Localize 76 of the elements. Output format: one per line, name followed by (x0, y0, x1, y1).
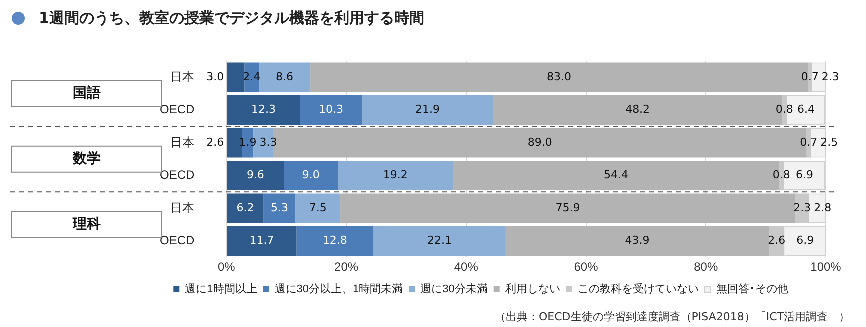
data-label: 11.7 (250, 234, 274, 248)
y-tick-label: 日本 (170, 70, 195, 84)
data-label: 12.3 (252, 103, 276, 116)
bar (296, 226, 374, 256)
data-label: 2.8 (814, 201, 832, 214)
data-label: 6.9 (796, 168, 814, 182)
legend-label: この教科を受けていない (578, 282, 699, 296)
bar (340, 194, 796, 224)
data-label: 2.3 (794, 201, 812, 214)
legend-label: 利用しない (505, 282, 560, 296)
data-label: 43.9 (625, 234, 650, 248)
data-label: 0.8 (776, 103, 794, 116)
legend-label: 週に1時間以上 (185, 282, 258, 296)
data-label: 0.8 (772, 168, 790, 182)
bar (506, 226, 770, 256)
data-label: 10.3 (319, 103, 344, 116)
data-label: 54.4 (604, 168, 628, 182)
data-label: 2.6 (206, 136, 224, 149)
data-label: 2.4 (243, 70, 261, 84)
text: 国語 (73, 84, 101, 102)
y-tick-label: OECD (160, 234, 195, 248)
data-label: 3.0 (206, 70, 224, 84)
data-label: 2.5 (820, 136, 838, 149)
data-label: 6.4 (797, 103, 815, 116)
bar (227, 226, 297, 256)
data-label: 12.8 (322, 234, 348, 248)
data-label: 89.0 (528, 136, 552, 149)
data-label: 22.1 (427, 234, 452, 248)
bar (227, 194, 264, 224)
data-label: 3.3 (260, 136, 278, 149)
bar (227, 96, 300, 126)
bar (300, 96, 362, 126)
bar (296, 194, 341, 224)
data-label: 6.2 (236, 201, 254, 214)
bar (227, 128, 242, 158)
bar (338, 160, 454, 191)
y-tick-label: 日本 (170, 135, 195, 150)
bar (227, 160, 284, 191)
data-label: 83.0 (547, 70, 572, 84)
x-tick-label: 20% (334, 260, 359, 274)
data-label: 9.6 (246, 168, 264, 182)
data-label: 5.3 (270, 201, 288, 214)
data-label: 2.6 (768, 234, 786, 248)
data-label: 7.5 (309, 201, 327, 214)
data-label: 0.7 (800, 136, 818, 149)
data-label: 21.9 (416, 103, 440, 116)
legend-label: 週に30分未満 (420, 282, 488, 296)
bar (284, 160, 338, 191)
y-tick-label: 日本 (170, 200, 195, 215)
y-tick-label: OECD (160, 102, 195, 117)
text: （出典：OECD生徒の学習到達度調査（PISA2018）「ICT活用調査」） (495, 310, 850, 324)
legend-label: 週に30分以上、1時間未満 (274, 282, 404, 296)
chart-title: 1週間のうち、教室の授業でデジタル機器を利用する時間 (39, 8, 424, 28)
x-tick-label: 40% (454, 260, 479, 274)
bar (264, 194, 296, 224)
x-tick-label: 80% (694, 260, 718, 274)
data-label: 1.9 (239, 136, 257, 149)
data-label: 0.7 (801, 70, 819, 84)
x-tick-label: 60% (574, 260, 599, 274)
data-label: 19.2 (383, 168, 408, 182)
data-label: 8.6 (276, 70, 294, 84)
data-label: 75.9 (556, 201, 580, 214)
bar (374, 226, 506, 256)
bar (227, 62, 245, 92)
data-label: 9.0 (302, 168, 320, 182)
data-label: 6.9 (796, 234, 814, 248)
text: 数学 (72, 151, 101, 168)
bar (259, 62, 311, 92)
bar (362, 96, 494, 126)
x-tick-label: 0% (218, 260, 236, 274)
x-tick-label: 100% (810, 260, 842, 274)
data-label: 2.3 (822, 70, 840, 84)
y-tick-label: OECD (160, 168, 195, 182)
text: 理科 (72, 216, 101, 233)
legend-label: 無回答･その他 (716, 284, 788, 296)
data-label: 48.2 (626, 103, 650, 116)
